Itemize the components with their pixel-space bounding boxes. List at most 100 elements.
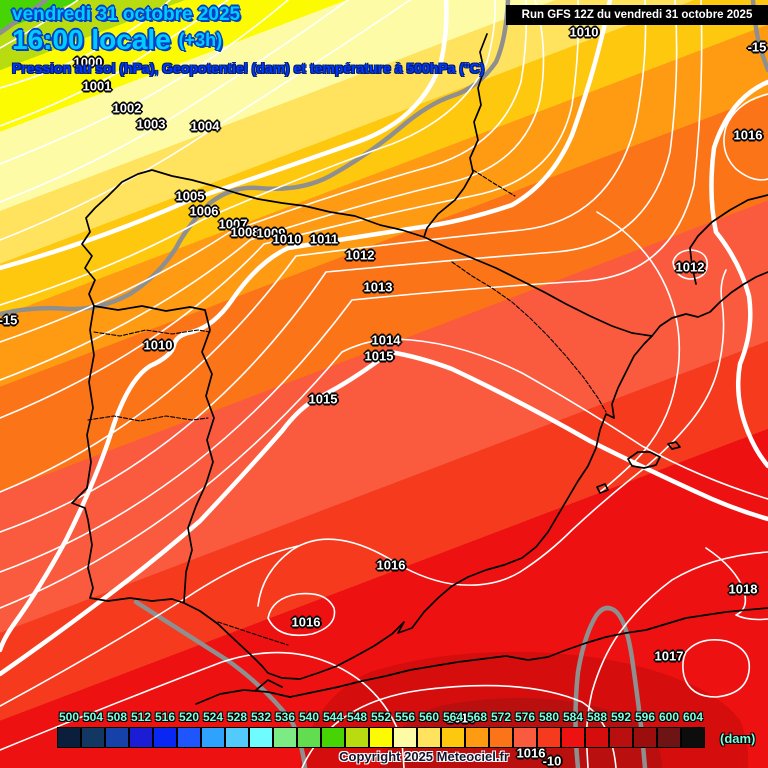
island-menorca [667,441,681,450]
isobar-label: 1010 [143,337,173,353]
colorbar-cell [537,727,561,748]
isotherm-minus15 [0,0,511,317]
map-subtitle: Pression au sol (hPa), Geopotentiel (dam… [12,59,485,76]
isobar-label: 1002 [112,100,142,116]
isobar-label: 1005 [175,188,205,204]
colorbar-cell [657,727,681,748]
isobar-label: 1000 [73,54,103,70]
isobar-label: 1016 [733,127,763,143]
colorbar-cell [513,727,537,748]
colorbar-tick: 568 [466,710,488,724]
colorbar-tick: 600 [658,710,680,724]
isotherm-minus10 [573,605,648,768]
colorbar-tick: 556 [394,710,416,724]
time-title: 16:00 locale (+3h) [12,23,223,55]
isobar-label: 1011 [309,231,339,247]
colorbar-tick: 596 [634,710,656,724]
isobar-label: 1010 [272,231,302,247]
colorbar-cell [321,727,345,748]
border-portugal-spain [93,305,215,603]
colorbar-tick: 540 [298,710,320,724]
colorbar-cell [489,727,513,748]
isobar-label: 1009 [256,225,286,241]
colorbar-ticks: 500 504 508 512 516 520 524 528 532 536 540 544 548 5… [57,709,705,726]
colorbar-cell [81,727,105,748]
isobar-label: 1010 [569,24,599,40]
isobar-1015-bold [0,349,768,677]
isobar-label: 1006 [189,203,219,219]
map-header: vendredi 31 octobre 2025 16:00 locale (+… [12,4,484,76]
isobar-label: 1016 [291,614,321,630]
time-offset: (+3h) [178,29,223,50]
isobar-label: 1012 [345,247,375,263]
island-ibiza [596,483,609,494]
coast-alps [689,194,768,285]
isobar-label: 1001 [82,78,112,94]
colorbar: 500 504 508 512 516 520 524 528 532 536 540 544 548 5… [57,709,755,748]
colorbar-cell [633,727,657,748]
river-tajo [87,415,209,422]
colorbar-tick: 588 [586,710,608,724]
colorbar-cell [561,727,585,748]
colorbar-tick: 544 [322,710,344,724]
colorbar-cell [129,727,153,748]
colorbar-cell [441,727,465,748]
colorbar-cell [609,727,633,748]
colorbar-tick: 512 [130,710,152,724]
coast-iberia-france [71,33,768,680]
colorbar-tick: 592 [610,710,632,724]
colorbar-tick: 508 [106,710,128,724]
colorbar-tick: 564 [442,710,464,724]
colorbar-tick: 528 [226,710,248,724]
colorbar-cell [345,727,369,748]
isobar-label: 1007 [218,216,248,232]
colorbar-cell [585,727,609,748]
colorbar-tick: 604 [682,710,704,724]
isobar-label: 1018 [728,581,758,597]
colorbar-cell [465,727,489,748]
isobar-label: 1016 [376,557,406,573]
colorbar-cell [201,727,225,748]
temperature-label: -15 [0,312,18,328]
isobar-label: 1015 [308,391,338,407]
isobar-label: 1012 [675,259,705,275]
colorbar-cell [297,727,321,748]
colorbar-cell [177,727,201,748]
isobar-1015-bold-east [709,79,768,469]
coast-africa [195,607,768,705]
colorbar-cell [369,727,393,748]
colorbar-cell [105,727,129,748]
colorbar-cell [57,727,81,748]
colorbar-cell [417,727,441,748]
colorbar-cell [225,727,249,748]
isobar-label: 1014 [371,332,401,348]
colorbar-tick: 560 [418,710,440,724]
isobar-label: 1017 [654,648,684,664]
colorbar-unit: (dam) [720,731,756,746]
isobar-label: 1015 [364,348,394,364]
isobar-label: 1016 [516,745,546,761]
colorbar-cell [249,727,273,748]
colorbar-tick: 572 [490,710,512,724]
colorbar-cell [393,727,417,748]
coastlines [71,33,768,705]
isobar-label: 1013 [363,279,393,295]
isobar-label: 1003 [136,116,166,132]
isobar-label: 1004 [190,118,220,134]
run-info-box: Run GFS 12Z du vendredi 31 octobre 2025 [506,5,768,25]
colorbar-tick: 552 [370,710,392,724]
isobar-label: 1008 [230,224,260,240]
colorbar-tick: 516 [154,710,176,724]
river-guadalquivir [217,621,289,646]
colorbar-tick: 548 [346,710,368,724]
date-title: vendredi 31 octobre 2025 [12,4,241,25]
rivers [87,169,607,646]
isobar-label: 1016 [446,710,476,726]
temperature-label: -10 [542,753,562,768]
colorbar-tick: 520 [178,710,200,724]
colorbar-tick: 536 [274,710,296,724]
